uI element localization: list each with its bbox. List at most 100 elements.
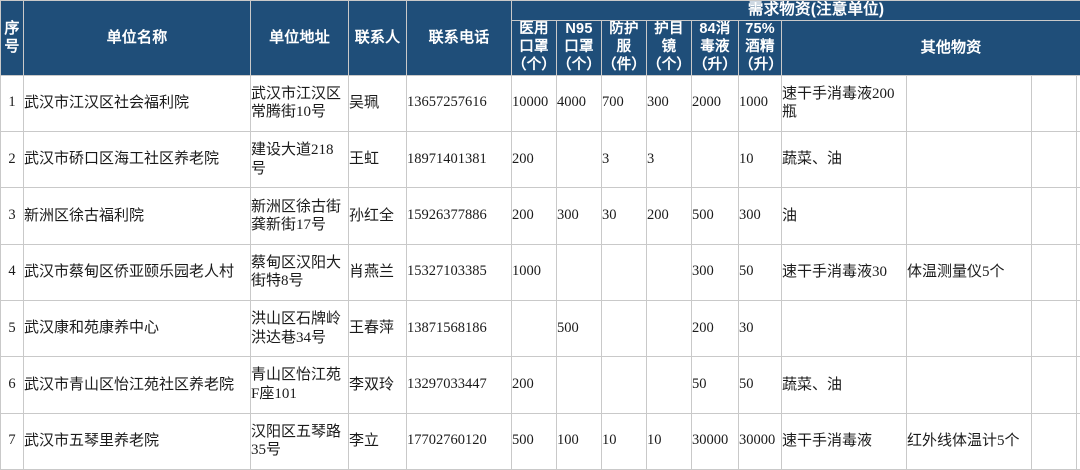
cell-alcohol-75: 300 xyxy=(738,187,782,245)
cell-protective-suit: 30 xyxy=(601,187,647,245)
cell-extra-3 xyxy=(1075,300,1080,358)
cell-n95-mask: 100 xyxy=(556,412,602,470)
cell-medical-mask: 200 xyxy=(511,131,557,189)
cell-contact-person: 李双玲 xyxy=(348,356,407,414)
cell-contact-person: 吴珮 xyxy=(348,74,407,133)
cell-extra-2 xyxy=(1031,300,1077,358)
cell-extra-2 xyxy=(1031,131,1077,189)
cell-seq: 6 xyxy=(0,356,24,414)
cell-unit-name: 武汉市硚口区海工社区养老院 xyxy=(23,131,251,189)
cell-extra-3 xyxy=(1075,356,1080,414)
cell-unit-address: 汉阳区五琴路35号 xyxy=(250,412,349,470)
cell-goggles xyxy=(646,356,692,414)
cell-extra-1 xyxy=(906,356,1032,414)
header-goggles-line2: 镜 xyxy=(661,38,677,55)
cell-contact-phone: 13297033447 xyxy=(406,356,512,414)
cell-seq: 1 xyxy=(0,74,24,133)
cell-extra-3 xyxy=(1075,187,1080,245)
cell-contact-phone: 18971401381 xyxy=(406,131,512,189)
cell-alcohol-75: 50 xyxy=(738,356,782,414)
header-disinfectant-84-line2: 毒液 xyxy=(700,38,730,55)
cell-contact-phone: 15327103385 xyxy=(406,243,512,302)
cell-protective-suit: 3 xyxy=(601,131,647,189)
cell-goggles: 10 xyxy=(646,412,692,470)
cell-contact-person: 李立 xyxy=(348,412,407,470)
cell-disinfectant-84: 2000 xyxy=(691,74,739,133)
cell-protective-suit xyxy=(601,356,647,414)
cell-extra-1: 红外线体温计5个 xyxy=(906,412,1032,470)
cell-contact-person: 肖燕兰 xyxy=(348,243,407,302)
cell-seq: 7 xyxy=(0,412,24,470)
cell-disinfectant-84: 300 xyxy=(691,243,739,302)
cell-unit-address: 新洲区徐古街龚新街17号 xyxy=(250,187,349,245)
cell-unit-name: 武汉市蔡甸区侨亚颐乐园老人村 xyxy=(23,243,251,302)
cell-extra-2 xyxy=(1031,356,1077,414)
cell-unit-name: 新洲区徐古福利院 xyxy=(23,187,251,245)
header-protective-suit-line3: （件） xyxy=(602,56,647,73)
cell-goggles: 3 xyxy=(646,131,692,189)
cell-n95-mask: 300 xyxy=(556,187,602,245)
cell-protective-suit: 10 xyxy=(601,412,647,470)
header-goggles: 护目 镜 （个） xyxy=(646,19,692,76)
cell-extra-2 xyxy=(1031,243,1077,302)
cell-unit-address: 蔡甸区汉阳大街特8号 xyxy=(250,243,349,302)
cell-alcohol-75: 30 xyxy=(738,300,782,358)
cell-extra-1 xyxy=(906,74,1032,133)
header-protective-suit: 防护 服 （件） xyxy=(601,19,647,76)
header-alcohol-75: 75% 酒精 （升） xyxy=(738,19,782,76)
cell-alcohol-75: 10 xyxy=(738,131,782,189)
cell-disinfectant-84: 200 xyxy=(691,300,739,358)
cell-extra-3 xyxy=(1075,131,1080,189)
cell-alcohol-75: 1000 xyxy=(738,74,782,133)
cell-contact-person: 孙红全 xyxy=(348,187,407,245)
table-body: 1 武汉市江汉区社会福利院 武汉市江汉区常腾街10号 吴珮 13657257616 100… xyxy=(0,74,1080,470)
cell-extra-2 xyxy=(1031,412,1077,470)
header-n95-mask-line2: 口罩 xyxy=(564,38,594,55)
cell-extra-1 xyxy=(906,131,1032,189)
header-alcohol-75-line2: 酒精 xyxy=(745,38,775,55)
header-contact-phone: 联系电话 xyxy=(406,0,512,76)
table-row: 5 武汉康和苑康养中心 洪山区石牌岭洪达巷34号 王春萍 13871568186 500 2… xyxy=(0,300,1080,358)
cell-other-supplies: 速干手消毒液30 xyxy=(781,243,907,302)
cell-goggles: 300 xyxy=(646,74,692,133)
cell-extra-3 xyxy=(1075,74,1080,133)
cell-extra-1 xyxy=(906,187,1032,245)
cell-other-supplies xyxy=(781,300,907,358)
header-supply-group: 需求物资(注意单位) xyxy=(510,0,1080,21)
cell-n95-mask xyxy=(556,243,602,302)
cell-contact-phone: 13871568186 xyxy=(406,300,512,358)
cell-extra-1: 体温测量仪5个 xyxy=(906,243,1032,302)
table-header: 序号 单位名称 单位地址 联系人 联系电话 需求物资(注意单位) 医用 口罩 （… xyxy=(0,0,1080,76)
header-unit-name: 单位名称 xyxy=(23,0,251,76)
cell-unit-name: 武汉市青山区怡江苑社区养老院 xyxy=(23,356,251,414)
header-disinfectant-84: 84消 毒液 （升） xyxy=(691,19,739,76)
cell-seq: 2 xyxy=(0,131,24,189)
header-goggles-line3: （个） xyxy=(647,56,692,73)
cell-medical-mask: 200 xyxy=(511,356,557,414)
cell-seq: 3 xyxy=(0,187,24,245)
cell-n95-mask: 500 xyxy=(556,300,602,358)
header-row-group: 序号 单位名称 单位地址 联系人 联系电话 需求物资(注意单位) xyxy=(0,0,1080,76)
header-unit-address: 单位地址 xyxy=(250,0,349,76)
cell-extra-3 xyxy=(1075,243,1080,302)
cell-disinfectant-84: 30000 xyxy=(691,412,739,470)
cell-disinfectant-84: 50 xyxy=(691,356,739,414)
cell-extra-2 xyxy=(1031,74,1077,133)
header-medical-mask-line1: 医用 xyxy=(519,20,549,37)
cell-medical-mask xyxy=(511,300,557,358)
cell-extra-2 xyxy=(1031,187,1077,245)
cell-other-supplies: 蔬菜、油 xyxy=(781,356,907,414)
table-row: 3 新洲区徐古福利院 新洲区徐古街龚新街17号 孙红全 15926377886 200 30… xyxy=(0,187,1080,245)
cell-unit-address: 洪山区石牌岭洪达巷34号 xyxy=(250,300,349,358)
cell-extra-1 xyxy=(906,300,1032,358)
table-row: 6 武汉市青山区怡江苑社区养老院 青山区怡江苑F座101 李双玲 13297033447… xyxy=(0,356,1080,414)
header-medical-mask-line2: 口罩 xyxy=(519,38,549,55)
cell-medical-mask: 10000 xyxy=(511,74,557,133)
cell-seq: 4 xyxy=(0,243,24,302)
header-contact-person: 联系人 xyxy=(348,0,407,76)
header-protective-suit-line1: 防护 xyxy=(609,20,639,37)
cell-seq: 5 xyxy=(0,300,24,358)
cell-goggles xyxy=(646,243,692,302)
cell-unit-name: 武汉市五琴里养老院 xyxy=(23,412,251,470)
cell-contact-phone: 15926377886 xyxy=(406,187,512,245)
